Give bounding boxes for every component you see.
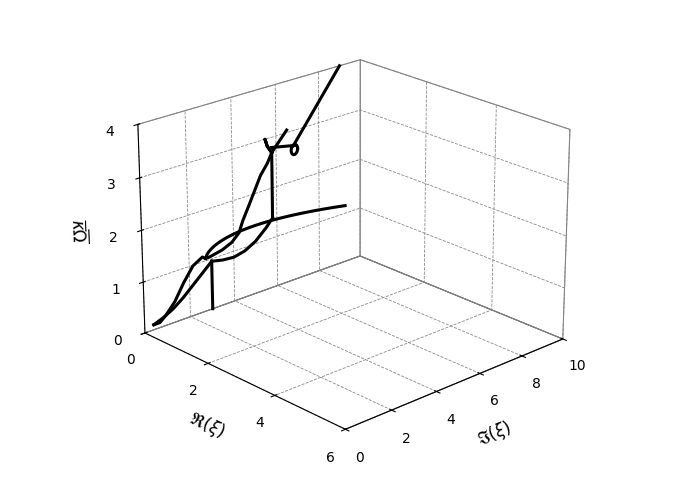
- Y-axis label: $\mathfrak{R}(\xi)$: $\mathfrak{R}(\xi)$: [185, 406, 228, 442]
- X-axis label: $\mathfrak{I}(\xi)$: $\mathfrak{I}(\xi)$: [473, 417, 515, 450]
